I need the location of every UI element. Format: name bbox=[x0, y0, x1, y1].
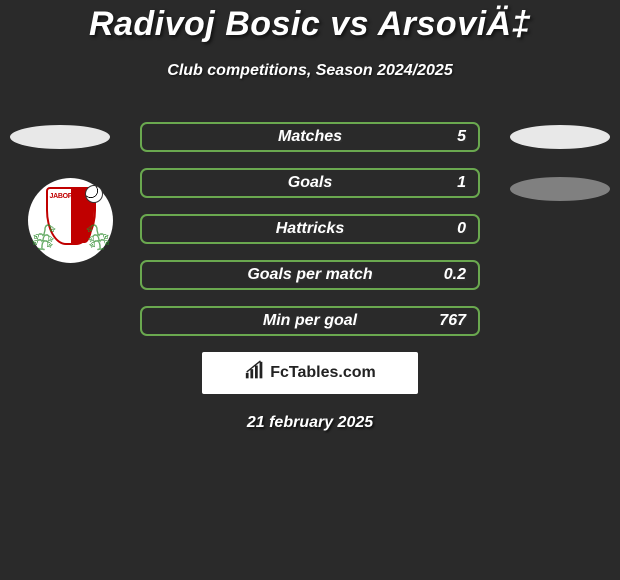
stat-label: Min per goal bbox=[263, 312, 357, 330]
stat-label: Goals per match bbox=[247, 266, 372, 284]
player-badge-right-placeholder bbox=[510, 125, 610, 149]
stat-row-goals-per-match: Goals per match 0.2 bbox=[140, 260, 480, 290]
date-text: 21 february 2025 bbox=[0, 414, 620, 432]
club-badge: JABOP 𓇗 𓇗 bbox=[28, 178, 113, 263]
club-badge-inner: JABOP 𓇗 𓇗 bbox=[35, 185, 107, 257]
stat-value-right: 5 bbox=[457, 128, 466, 146]
stat-label: Goals bbox=[288, 174, 332, 192]
bar-chart-icon bbox=[244, 360, 266, 387]
stat-label: Hattricks bbox=[276, 220, 344, 238]
stat-row-min-per-goal: Min per goal 767 bbox=[140, 306, 480, 336]
club-shield-text: JABOP bbox=[50, 193, 73, 200]
stat-row-hattricks: Hattricks 0 bbox=[140, 214, 480, 244]
page-subtitle: Club competitions, Season 2024/2025 bbox=[0, 62, 620, 80]
laurel-left-icon: 𓇗 bbox=[29, 215, 58, 258]
stat-value-right: 1 bbox=[457, 174, 466, 192]
branding-box[interactable]: FcTables.com bbox=[202, 352, 418, 394]
page-title: Radivoj Bosic vs ArsoviÄ‡ bbox=[0, 5, 620, 44]
stat-row-goals: Goals 1 bbox=[140, 168, 480, 198]
stat-value-right: 767 bbox=[439, 312, 466, 330]
stats-list: Matches 5 Goals 1 Hattricks 0 Goals per … bbox=[140, 122, 480, 336]
stat-label: Matches bbox=[278, 128, 342, 146]
player-badge-left-placeholder bbox=[10, 125, 110, 149]
player-badge-right2-placeholder bbox=[510, 177, 610, 201]
stat-value-right: 0.2 bbox=[444, 266, 466, 284]
branding-text: FcTables.com bbox=[270, 364, 376, 382]
stat-row-matches: Matches 5 bbox=[140, 122, 480, 152]
soccer-ball-icon bbox=[85, 185, 103, 203]
stat-value-right: 0 bbox=[457, 220, 466, 238]
infographic-container: Radivoj Bosic vs ArsoviÄ‡ Club competiti… bbox=[0, 0, 620, 432]
laurel-right-icon: 𓇗 bbox=[83, 215, 112, 258]
